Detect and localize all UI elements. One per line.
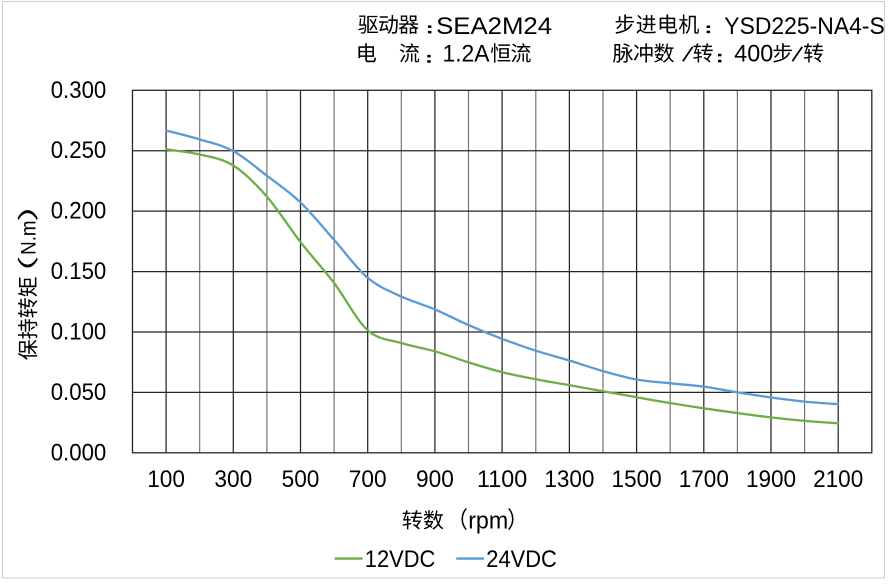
svg-text:N.m: N.m xyxy=(17,220,41,255)
svg-text:24VDC: 24VDC xyxy=(486,546,557,573)
svg-text:0.250: 0.250 xyxy=(51,137,107,164)
svg-text:700: 700 xyxy=(349,466,387,493)
svg-text:100: 100 xyxy=(147,466,185,493)
svg-text:0.050: 0.050 xyxy=(51,379,107,406)
svg-text:12VDC: 12VDC xyxy=(365,546,436,573)
svg-text:500: 500 xyxy=(282,466,320,493)
svg-text:900: 900 xyxy=(416,466,454,493)
svg-text:1.2A: 1.2A xyxy=(443,40,491,67)
svg-text:300: 300 xyxy=(214,466,252,493)
svg-text:0.200: 0.200 xyxy=(51,198,107,225)
svg-text:1100: 1100 xyxy=(477,466,527,493)
svg-text:1500: 1500 xyxy=(612,466,662,493)
svg-text:1700: 1700 xyxy=(679,466,729,493)
svg-text:SEA2M24: SEA2M24 xyxy=(436,13,552,40)
svg-text:1900: 1900 xyxy=(746,466,796,493)
svg-text:YSD225-NA4-S: YSD225-NA4-S xyxy=(724,13,885,40)
svg-text:1300: 1300 xyxy=(544,466,594,493)
svg-text:rpm: rpm xyxy=(468,508,508,535)
svg-text:0.100: 0.100 xyxy=(51,319,107,346)
svg-text:2100: 2100 xyxy=(813,466,863,493)
svg-text:0.150: 0.150 xyxy=(51,258,107,285)
svg-text:400: 400 xyxy=(734,40,773,67)
svg-text:0.000: 0.000 xyxy=(51,439,107,466)
svg-text:0.300: 0.300 xyxy=(51,77,107,104)
